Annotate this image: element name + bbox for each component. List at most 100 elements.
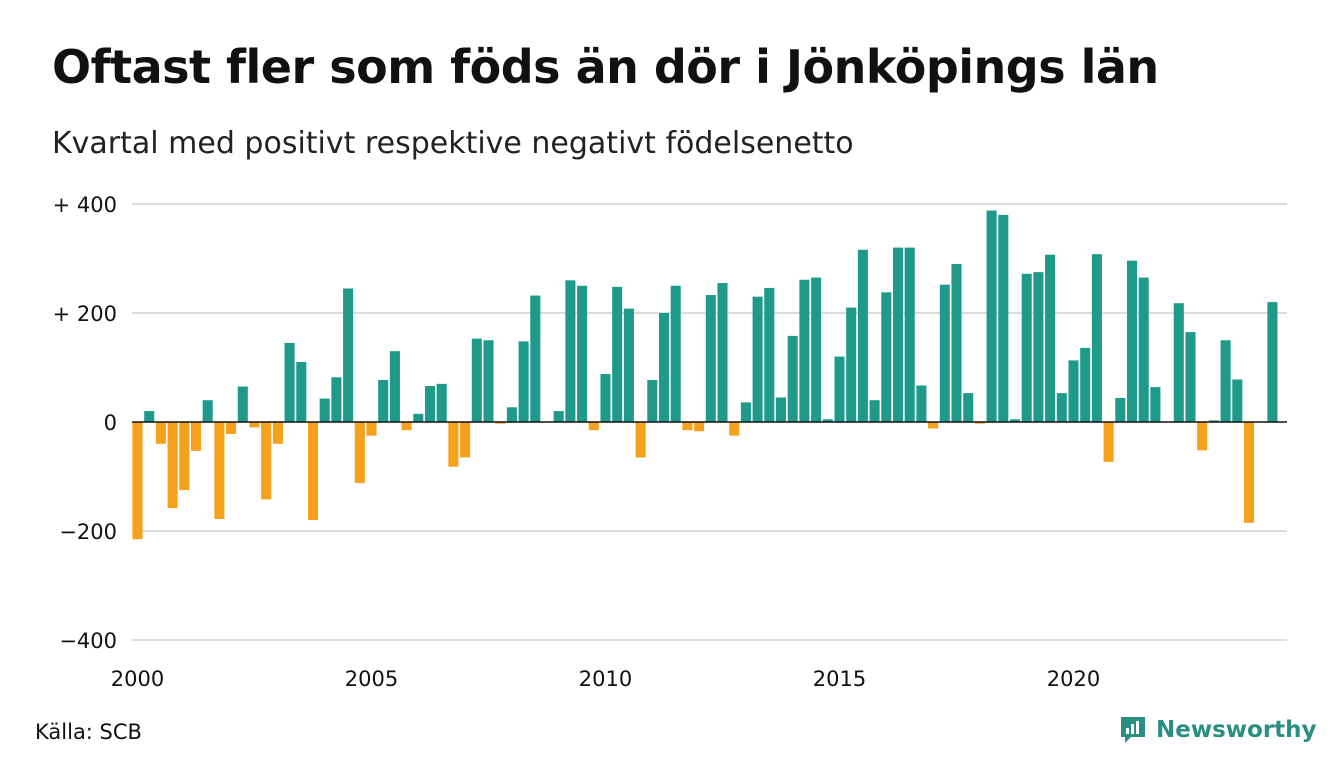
bar (378, 380, 389, 422)
bar (998, 214, 1009, 422)
bar (799, 279, 810, 422)
bar (881, 292, 892, 422)
bar (939, 284, 950, 422)
bar (483, 340, 494, 422)
bar (670, 285, 681, 422)
bar (249, 422, 260, 428)
bar (1091, 254, 1102, 422)
bar (729, 422, 740, 436)
bar (612, 286, 623, 422)
bar (577, 285, 588, 422)
bar (811, 277, 822, 422)
bar-chart: + 400 + 200 0 −200 −400 2000 2005 2010 2015 2020 (53, 193, 1287, 691)
bar (1208, 420, 1219, 422)
bar (202, 400, 213, 422)
bar (436, 383, 447, 422)
bar (179, 422, 190, 491)
bar (1232, 379, 1243, 422)
bar (963, 393, 974, 422)
bar (284, 342, 295, 422)
bar (869, 400, 880, 422)
bar (1173, 303, 1184, 422)
y-tick-label: + 200 (53, 302, 117, 326)
y-tick-label: −200 (59, 520, 117, 544)
bar (846, 307, 857, 422)
bar (237, 386, 248, 422)
bar (647, 380, 658, 422)
brand-logo[interactable]: Newsworthy (1118, 714, 1317, 746)
bar (424, 386, 436, 422)
y-tick-label: −400 (59, 629, 117, 653)
bar (822, 419, 833, 422)
bar (1243, 422, 1255, 523)
bar (951, 263, 962, 422)
bar (916, 385, 927, 422)
bar (401, 422, 412, 431)
bars (132, 210, 1278, 540)
chart-title: Oftast fler som föds än dör i Jönköpings… (52, 40, 1159, 94)
x-tick-label: 2000 (111, 667, 164, 691)
bar (506, 407, 517, 422)
bar (1267, 302, 1278, 422)
bar (553, 411, 564, 422)
bar (1197, 422, 1208, 451)
bar (1138, 277, 1149, 422)
newsworthy-logo-icon (1121, 717, 1145, 743)
bar (307, 422, 319, 521)
bar (717, 283, 728, 422)
bar (1185, 332, 1196, 422)
bar (928, 422, 939, 429)
axes: + 400 + 200 0 −200 −400 2000 2005 2010 2015 2020 (53, 193, 1287, 691)
bar (272, 422, 283, 444)
bar (834, 356, 845, 422)
bar (296, 362, 307, 422)
bar (530, 295, 541, 422)
chart-subtitle: Kvartal med positivt respektive negativt… (52, 126, 854, 161)
bar (857, 249, 868, 422)
bar (588, 422, 599, 431)
bar (1126, 260, 1138, 422)
bar (682, 422, 693, 431)
bar (261, 422, 272, 500)
bar (752, 296, 763, 422)
bar (635, 422, 646, 458)
x-tick-label: 2005 (345, 667, 398, 691)
bar (694, 422, 705, 432)
bar (974, 422, 985, 424)
bar (155, 422, 166, 444)
bar (600, 374, 611, 422)
bar (904, 247, 915, 422)
bar (1045, 254, 1056, 422)
bar (892, 247, 904, 422)
bar (1068, 360, 1079, 422)
bar (775, 397, 787, 422)
bar (460, 422, 471, 458)
bar (1009, 419, 1021, 422)
bar (366, 422, 377, 436)
bar (1103, 422, 1114, 462)
bar (764, 287, 775, 422)
bar (740, 402, 751, 422)
bar (1150, 387, 1161, 422)
bar (1021, 273, 1032, 422)
bar (518, 341, 529, 422)
bar (319, 398, 330, 422)
bar (343, 288, 354, 422)
bar (413, 413, 424, 422)
bar (1033, 272, 1044, 423)
bar (787, 335, 798, 422)
bar (354, 422, 365, 484)
y-tick-label: + 400 (53, 193, 117, 217)
bar (448, 422, 459, 467)
bar (389, 351, 400, 422)
x-tick-label: 2010 (579, 667, 632, 691)
bar (495, 422, 506, 424)
x-tick-label: 2015 (813, 667, 866, 691)
brand-name: Newsworthy (1156, 717, 1317, 743)
bar (1056, 393, 1067, 422)
bar (144, 411, 155, 422)
bar (214, 422, 225, 520)
bar (986, 210, 997, 422)
bar (658, 313, 670, 422)
bar (132, 422, 143, 540)
